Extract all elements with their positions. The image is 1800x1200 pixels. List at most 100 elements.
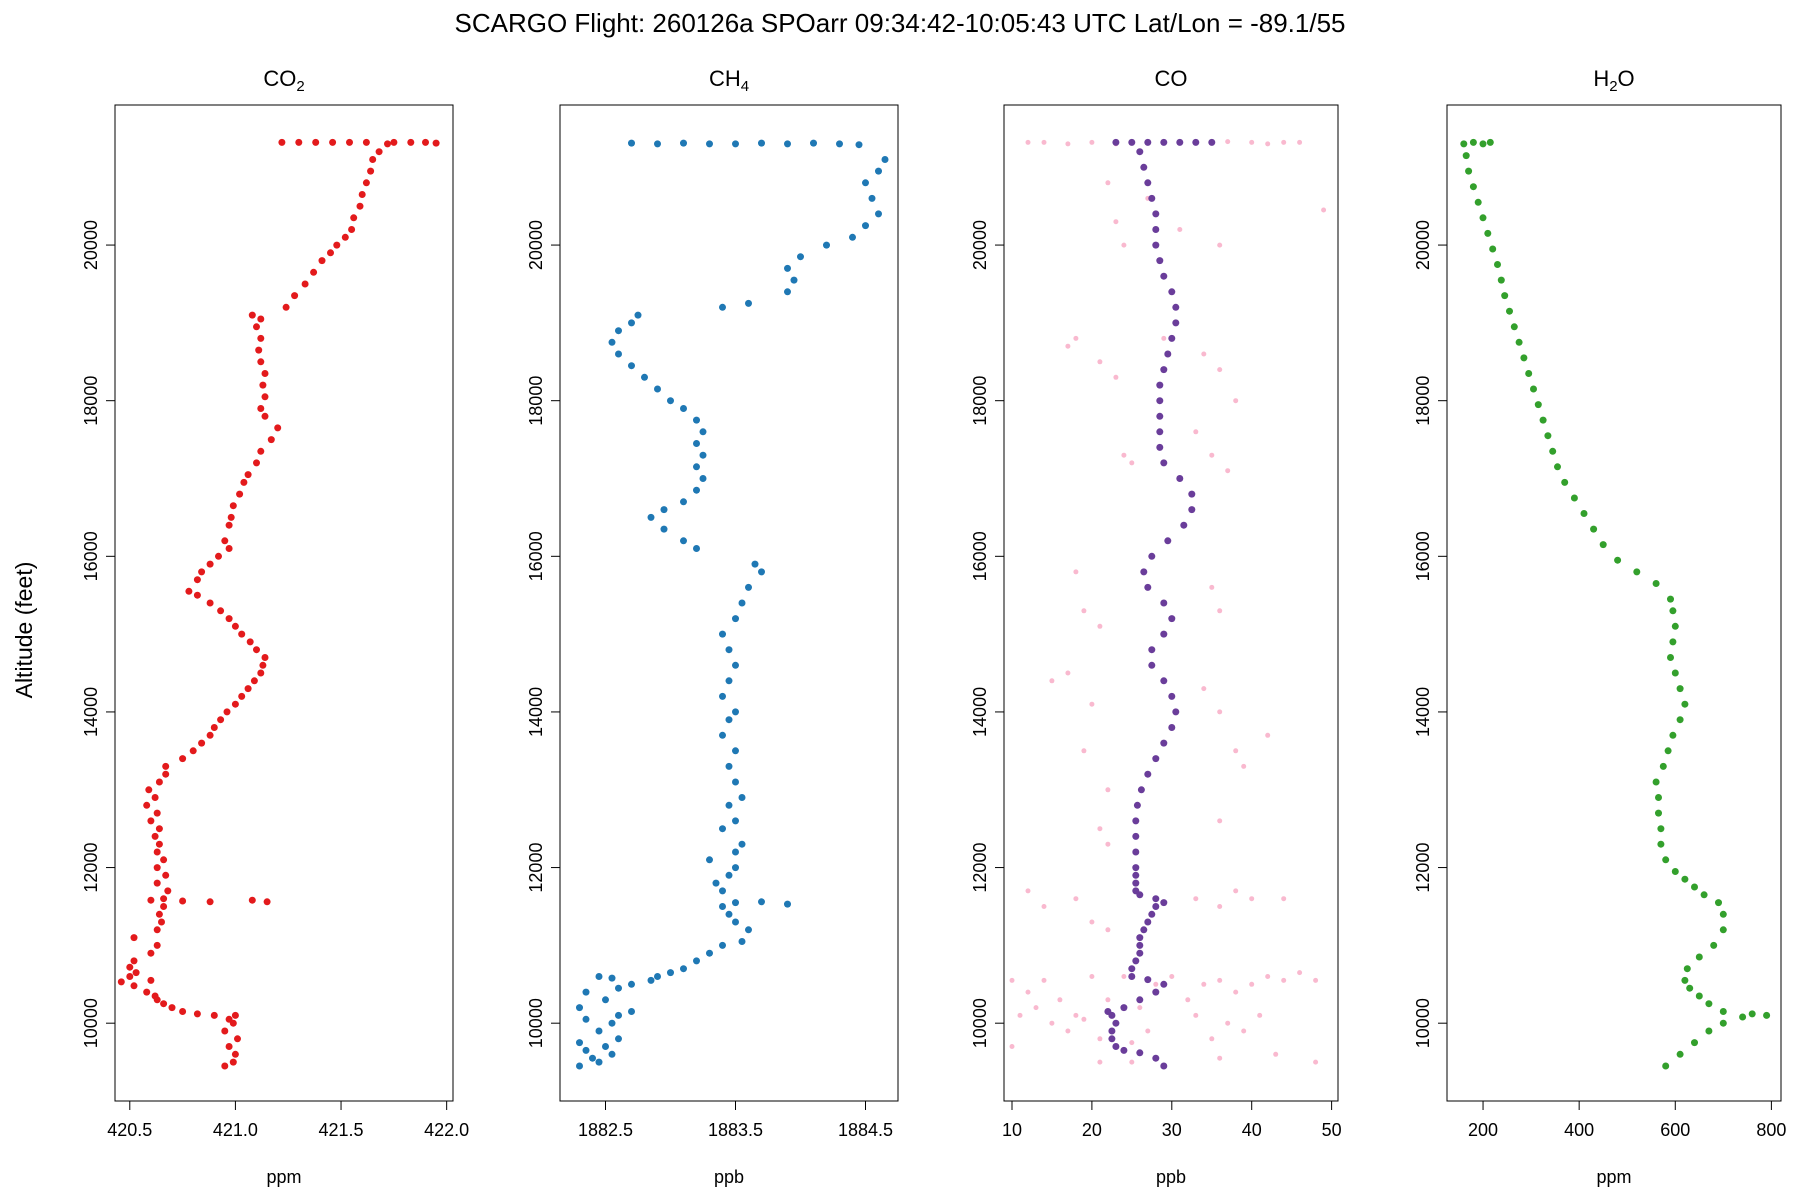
x-tick-label: 30 <box>1162 1120 1182 1140</box>
data-point <box>1025 989 1031 995</box>
data-point <box>1144 138 1152 146</box>
data-points <box>117 138 440 1070</box>
data-point <box>654 140 661 148</box>
data-point <box>1676 716 1684 724</box>
data-point <box>147 949 155 957</box>
data-point <box>1073 569 1079 575</box>
x-axis-label: ppb <box>1156 1167 1186 1187</box>
data-point <box>1144 179 1152 187</box>
y-tick-label: 18000 <box>1413 376 1433 426</box>
data-point <box>1140 568 1148 576</box>
data-point <box>117 978 125 986</box>
data-point <box>231 700 239 708</box>
data-point <box>1160 138 1168 146</box>
data-point <box>1719 910 1727 918</box>
data-point <box>1105 841 1111 847</box>
data-point <box>1217 977 1223 983</box>
data-point <box>153 941 161 949</box>
y-tick-label: 18000 <box>526 376 546 426</box>
data-point <box>1208 138 1216 146</box>
data-point <box>1160 366 1168 374</box>
data-point <box>390 138 398 146</box>
data-point <box>1133 801 1141 809</box>
data-point <box>257 669 265 677</box>
data-point <box>725 762 733 770</box>
data-point <box>1249 896 1255 902</box>
data-point <box>253 646 260 654</box>
data-point <box>179 1008 187 1015</box>
data-point <box>130 934 138 942</box>
data-point <box>1049 1020 1055 1026</box>
data-point <box>1188 490 1196 498</box>
data-points <box>576 139 889 1070</box>
data-point <box>1168 334 1176 342</box>
x-axis-label: ppm <box>1596 1167 1631 1187</box>
data-point <box>725 801 733 809</box>
data-point <box>1112 1043 1120 1050</box>
data-point <box>1105 997 1111 1003</box>
data-point <box>1041 977 1047 983</box>
data-point <box>881 156 889 163</box>
data-point <box>1669 638 1677 646</box>
data-point <box>1225 139 1231 145</box>
data-point <box>193 576 201 584</box>
data-point <box>1217 904 1223 909</box>
data-point <box>155 910 163 918</box>
data-point <box>1667 595 1674 603</box>
data-point <box>1180 521 1188 529</box>
data-point <box>160 895 168 903</box>
data-point <box>1655 794 1662 801</box>
data-point <box>1136 949 1144 957</box>
data-point <box>234 1035 241 1043</box>
data-point <box>257 405 265 412</box>
plot-frame <box>1003 104 1339 1102</box>
data-point <box>1225 468 1231 474</box>
data-point <box>582 1015 590 1023</box>
data-point <box>126 963 134 971</box>
data-point <box>198 568 206 576</box>
data-point <box>333 241 341 249</box>
data-point <box>758 139 765 147</box>
data-point <box>217 607 225 615</box>
data-point <box>1113 374 1119 380</box>
data-point <box>1705 1000 1713 1008</box>
data-point <box>221 537 229 545</box>
data-point <box>1265 974 1271 979</box>
data-point <box>261 393 269 401</box>
data-point <box>576 1004 583 1012</box>
data-point <box>143 988 151 996</box>
data-point <box>346 138 353 146</box>
data-point <box>227 513 235 521</box>
data-point <box>1132 864 1140 872</box>
data-point <box>855 141 863 149</box>
data-point <box>1152 226 1160 233</box>
data-point <box>1217 1055 1223 1061</box>
data-point <box>1486 138 1494 146</box>
data-point <box>1554 463 1561 471</box>
data-point <box>699 475 707 482</box>
data-point <box>738 599 746 607</box>
panel-title-main: CH <box>709 66 741 91</box>
data-point <box>1140 926 1148 934</box>
data-point <box>1233 888 1239 894</box>
data-point <box>1489 245 1497 253</box>
data-point <box>1474 198 1482 206</box>
data-point <box>259 661 267 669</box>
data-point <box>725 716 733 724</box>
data-point <box>341 233 349 241</box>
data-point <box>608 1019 616 1027</box>
data-point <box>1153 981 1159 987</box>
data-point <box>257 447 265 455</box>
data-point <box>130 982 138 990</box>
data-point <box>1580 510 1588 517</box>
data-point <box>1168 692 1176 700</box>
data-point <box>745 299 752 307</box>
data-point <box>1073 896 1079 902</box>
data-point <box>1662 1062 1670 1070</box>
data-point <box>1719 1008 1727 1015</box>
data-point <box>147 896 155 904</box>
panel-title: CH4 <box>709 66 749 95</box>
data-point <box>1160 739 1168 747</box>
data-point <box>1225 1020 1231 1026</box>
data-point <box>823 241 830 249</box>
